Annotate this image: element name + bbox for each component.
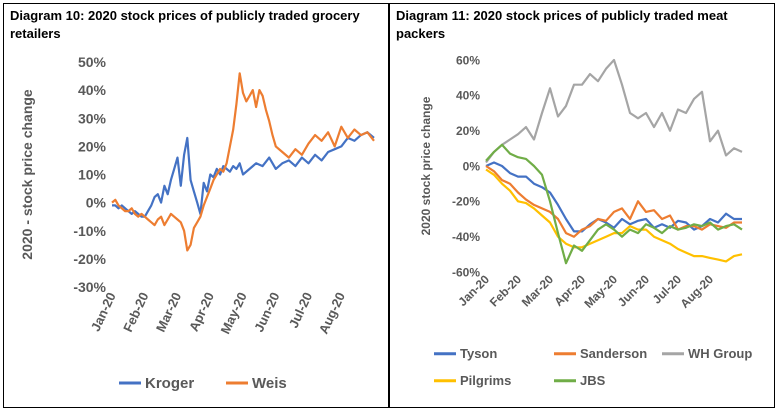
series-line-wh-group: [485, 58, 743, 164]
y-tick-label: 10%: [78, 167, 107, 183]
y-tick-label: 40%: [456, 89, 480, 103]
series-line-sanderson: [485, 165, 742, 238]
y-axis-title: 2020 stock price change: [419, 96, 433, 235]
y-tick-label: 0%: [463, 159, 481, 173]
legend-label: JBS: [580, 373, 606, 388]
x-tick-label: Jul-20: [286, 290, 315, 330]
y-tick-label: -20%: [73, 251, 106, 267]
x-tick-label: Mar-20: [153, 290, 184, 334]
y-tick-label: 30%: [78, 110, 107, 126]
legend-label: Tyson: [460, 346, 497, 361]
meat-chart: 60%40%20%0%-20%-40%-60%Jan-20Feb-20Mar-2…: [419, 53, 752, 388]
y-axis-title: 2020 - stock price change: [19, 89, 35, 260]
x-tick-label: Aug-20: [316, 290, 348, 336]
series-line-jbs: [485, 143, 743, 265]
y-tick-label: -30%: [73, 279, 106, 295]
x-tick-label: Aug-20: [677, 272, 716, 311]
legend-label: Weis: [252, 375, 287, 392]
y-tick-label: 20%: [78, 138, 107, 154]
x-tick-label: Feb-20: [120, 290, 151, 334]
x-tick-label: May-20: [581, 272, 620, 311]
legend-label: Pilgrims: [460, 373, 511, 388]
x-tick-label: Jun-20: [251, 290, 282, 334]
x-tick-label: May-20: [217, 290, 249, 336]
y-tick-label: -20%: [452, 195, 480, 209]
y-tick-label: 60%: [456, 53, 480, 67]
x-tick-label: Jan-20: [88, 290, 119, 334]
chart-panel-meat: Diagram 11: 2020 stock prices of publicl…: [389, 3, 775, 408]
legend-label: Kroger: [145, 375, 194, 392]
y-tick-label: -60%: [452, 265, 480, 279]
y-tick-label: 40%: [78, 82, 107, 98]
grocery-chart: 50% 40% 30% 20% 10% 0% -10% -20% -30%Jan-20 Feb-2…: [19, 54, 375, 392]
chart-title: Diagram 10: 2020 stock prices of publicl…: [10, 8, 360, 41]
y-tick-label: -10%: [73, 223, 106, 239]
y-tick-label: 0%: [86, 195, 107, 211]
chart-panel-grocery: Diagram 10: 2020 stock prices of publicl…: [3, 3, 389, 408]
x-tick-label: Jun-20: [615, 272, 652, 309]
x-tick-label: Feb-20: [487, 272, 524, 309]
legend-label: Sanderson: [580, 346, 647, 361]
chart-title: Diagram 11: 2020 stock prices of publicl…: [396, 8, 728, 41]
y-tick-label: -40%: [452, 230, 480, 244]
x-tick-label: Mar-20: [519, 272, 556, 309]
x-tick-label: Apr-20: [186, 290, 217, 334]
y-tick-label: 50%: [78, 54, 107, 70]
legend-label: WH Group: [688, 346, 752, 361]
y-tick-label: 20%: [456, 124, 480, 138]
series-line-weis: [111, 72, 375, 252]
series-line-pilgrims: [485, 168, 743, 263]
